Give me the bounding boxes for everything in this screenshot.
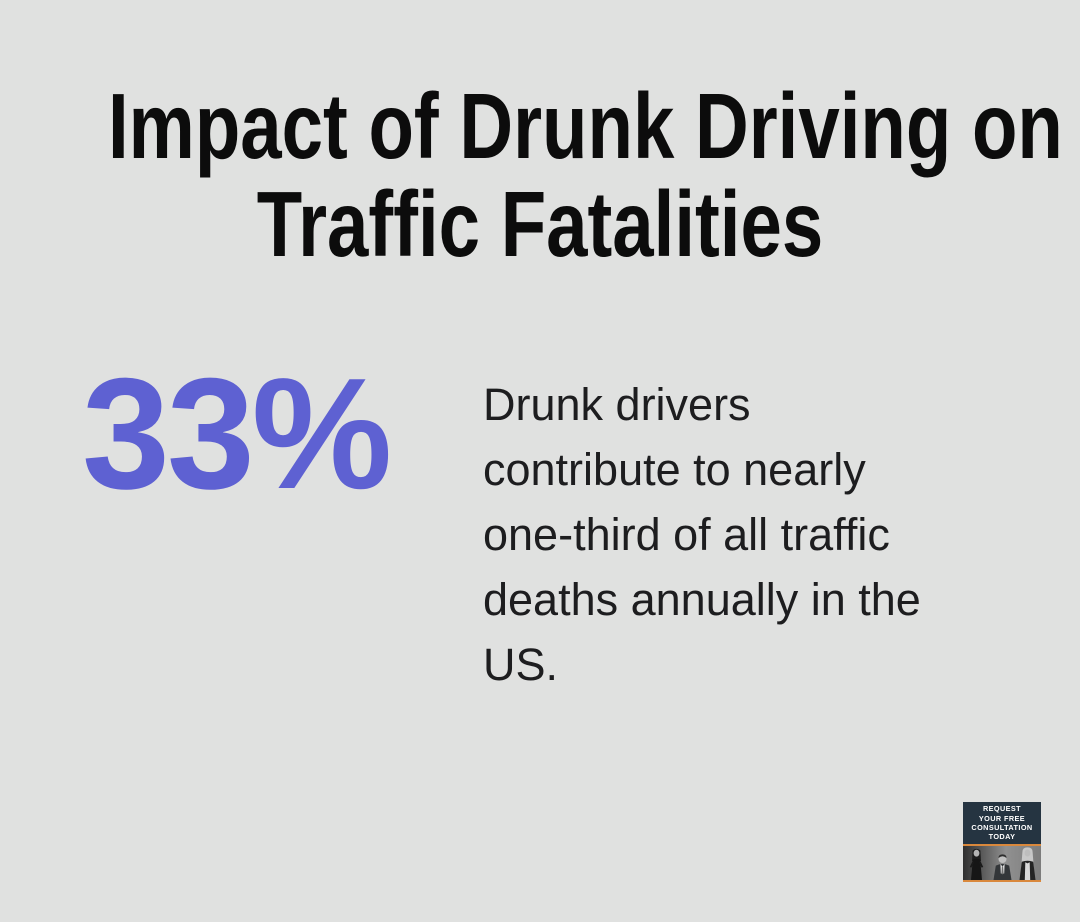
consultation-badge-line-1: REQUEST [982, 804, 1022, 814]
stat-description-line-3: one-third of all traffic [483, 509, 890, 560]
badge-divider-top [963, 844, 1041, 846]
stat-description-line-1: Drunk drivers [483, 379, 751, 430]
stat-description-line-2: contribute to nearly [483, 444, 866, 495]
consultation-team-photo [963, 846, 1041, 880]
badge-divider-bottom [963, 880, 1041, 882]
consultation-badge-text: REQUEST YOUR FREE CONSULTATION TODAY [963, 802, 1041, 844]
stat-description: Drunk drivers contribute to nearly one-t… [483, 372, 1003, 697]
stat-value: 33% [82, 346, 392, 522]
consultation-badge-line-4: TODAY [988, 832, 1016, 842]
consultation-badge[interactable]: REQUEST YOUR FREE CONSULTATION TODAY [963, 802, 1041, 882]
page-title-line-1: Impact of Drunk Driving on [108, 74, 1063, 178]
consultation-badge-line-2: YOUR FREE [978, 813, 1026, 823]
page-title-line-2: Traffic Fatalities [256, 171, 824, 276]
consultation-badge-line-3: CONSULTATION [971, 823, 1033, 832]
stat-description-line-4: deaths annually in the [483, 574, 921, 625]
page-title: Impact of Drunk Driving on Traffic Fatal… [0, 74, 1080, 276]
stat-description-line-5: US. [483, 639, 559, 690]
